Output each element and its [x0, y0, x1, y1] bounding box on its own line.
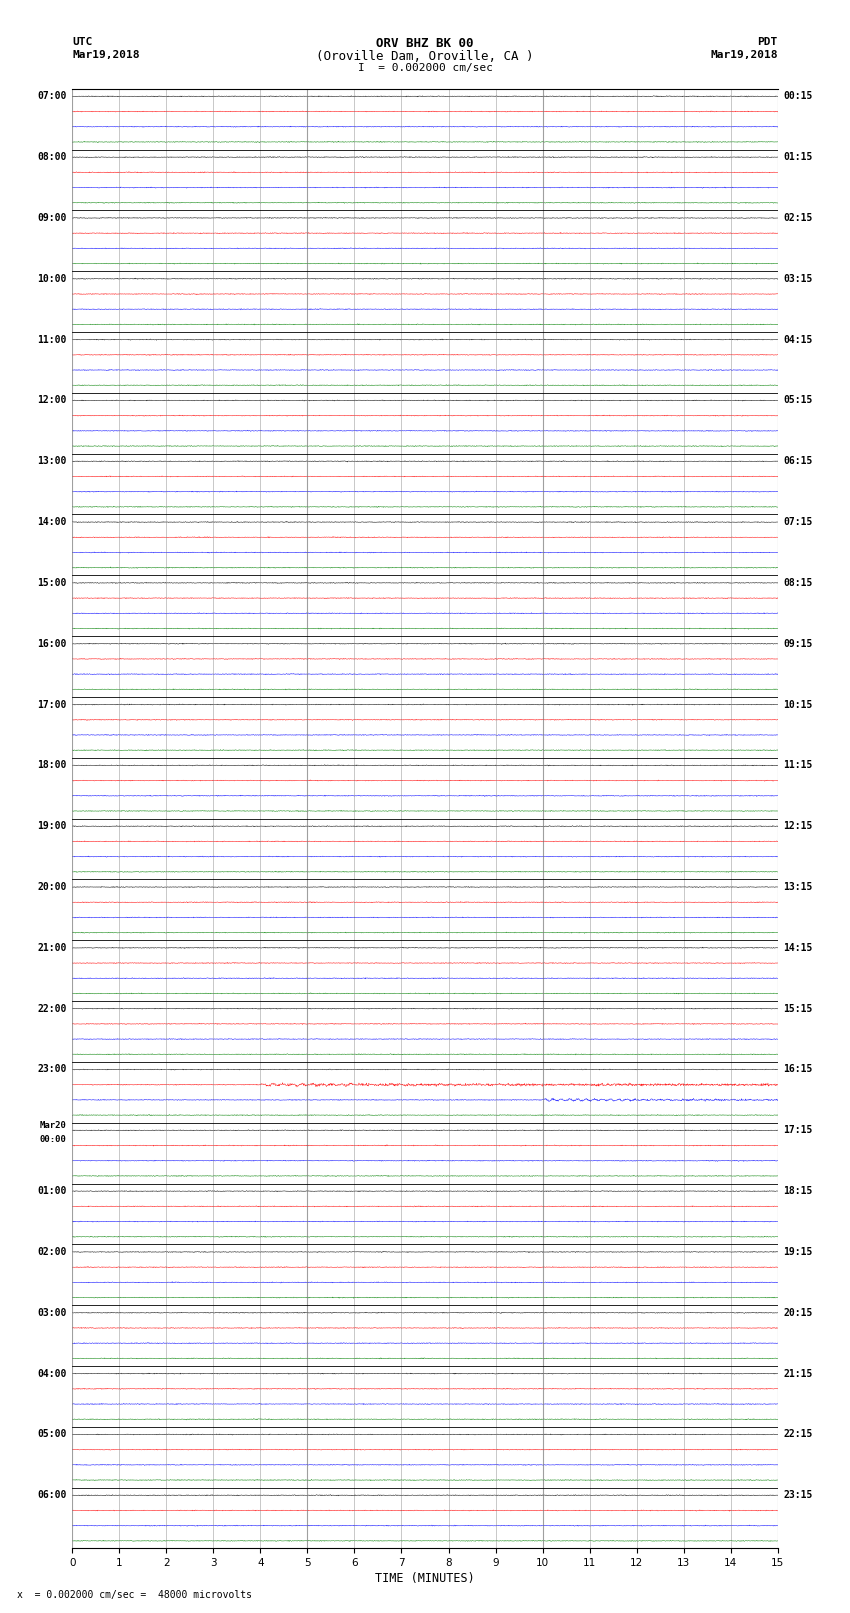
Text: 16:15: 16:15	[784, 1065, 813, 1074]
Text: 15:15: 15:15	[784, 1003, 813, 1013]
Text: 02:15: 02:15	[784, 213, 813, 223]
Text: UTC: UTC	[72, 37, 93, 47]
Text: 18:15: 18:15	[784, 1186, 813, 1197]
Text: 03:00: 03:00	[37, 1308, 66, 1318]
Text: Mar19,2018: Mar19,2018	[72, 50, 139, 60]
Text: 19:00: 19:00	[37, 821, 66, 831]
Text: 07:00: 07:00	[37, 92, 66, 102]
Text: 06:00: 06:00	[37, 1490, 66, 1500]
Text: 00:00: 00:00	[40, 1136, 66, 1144]
Text: Mar19,2018: Mar19,2018	[711, 50, 778, 60]
Text: 00:15: 00:15	[784, 92, 813, 102]
Text: 01:15: 01:15	[784, 152, 813, 163]
Text: 17:00: 17:00	[37, 700, 66, 710]
Text: 14:00: 14:00	[37, 518, 66, 527]
Text: 18:00: 18:00	[37, 760, 66, 771]
Text: 04:15: 04:15	[784, 334, 813, 345]
Text: 21:00: 21:00	[37, 944, 66, 953]
Text: 05:15: 05:15	[784, 395, 813, 405]
Text: 16:00: 16:00	[37, 639, 66, 648]
Text: 10:00: 10:00	[37, 274, 66, 284]
Text: 03:15: 03:15	[784, 274, 813, 284]
Text: 02:00: 02:00	[37, 1247, 66, 1257]
Text: PDT: PDT	[757, 37, 778, 47]
Text: Mar20: Mar20	[40, 1121, 66, 1131]
Text: 12:00: 12:00	[37, 395, 66, 405]
Text: 21:15: 21:15	[784, 1368, 813, 1379]
Text: 11:00: 11:00	[37, 334, 66, 345]
Text: 04:00: 04:00	[37, 1368, 66, 1379]
Text: ORV BHZ BK 00: ORV BHZ BK 00	[377, 37, 473, 50]
Text: 15:00: 15:00	[37, 577, 66, 587]
Text: 14:15: 14:15	[784, 944, 813, 953]
Text: 19:15: 19:15	[784, 1247, 813, 1257]
Text: 13:00: 13:00	[37, 456, 66, 466]
Text: 08:15: 08:15	[784, 577, 813, 587]
Text: 09:15: 09:15	[784, 639, 813, 648]
Text: 20:15: 20:15	[784, 1308, 813, 1318]
Text: 01:00: 01:00	[37, 1186, 66, 1197]
Text: 08:00: 08:00	[37, 152, 66, 163]
Text: 10:15: 10:15	[784, 700, 813, 710]
Text: 17:15: 17:15	[784, 1126, 813, 1136]
Text: (Oroville Dam, Oroville, CA ): (Oroville Dam, Oroville, CA )	[316, 50, 534, 63]
Text: I  = 0.002000 cm/sec: I = 0.002000 cm/sec	[358, 63, 492, 73]
Text: 09:00: 09:00	[37, 213, 66, 223]
Text: x  = 0.002000 cm/sec =  48000 microvolts: x = 0.002000 cm/sec = 48000 microvolts	[17, 1590, 252, 1600]
Text: 22:15: 22:15	[784, 1429, 813, 1439]
Text: 23:15: 23:15	[784, 1490, 813, 1500]
Text: 11:15: 11:15	[784, 760, 813, 771]
Text: 05:00: 05:00	[37, 1429, 66, 1439]
Text: 07:15: 07:15	[784, 518, 813, 527]
Text: 12:15: 12:15	[784, 821, 813, 831]
Text: 06:15: 06:15	[784, 456, 813, 466]
Text: 23:00: 23:00	[37, 1065, 66, 1074]
Text: 13:15: 13:15	[784, 882, 813, 892]
Text: 20:00: 20:00	[37, 882, 66, 892]
Text: 22:00: 22:00	[37, 1003, 66, 1013]
X-axis label: TIME (MINUTES): TIME (MINUTES)	[375, 1573, 475, 1586]
